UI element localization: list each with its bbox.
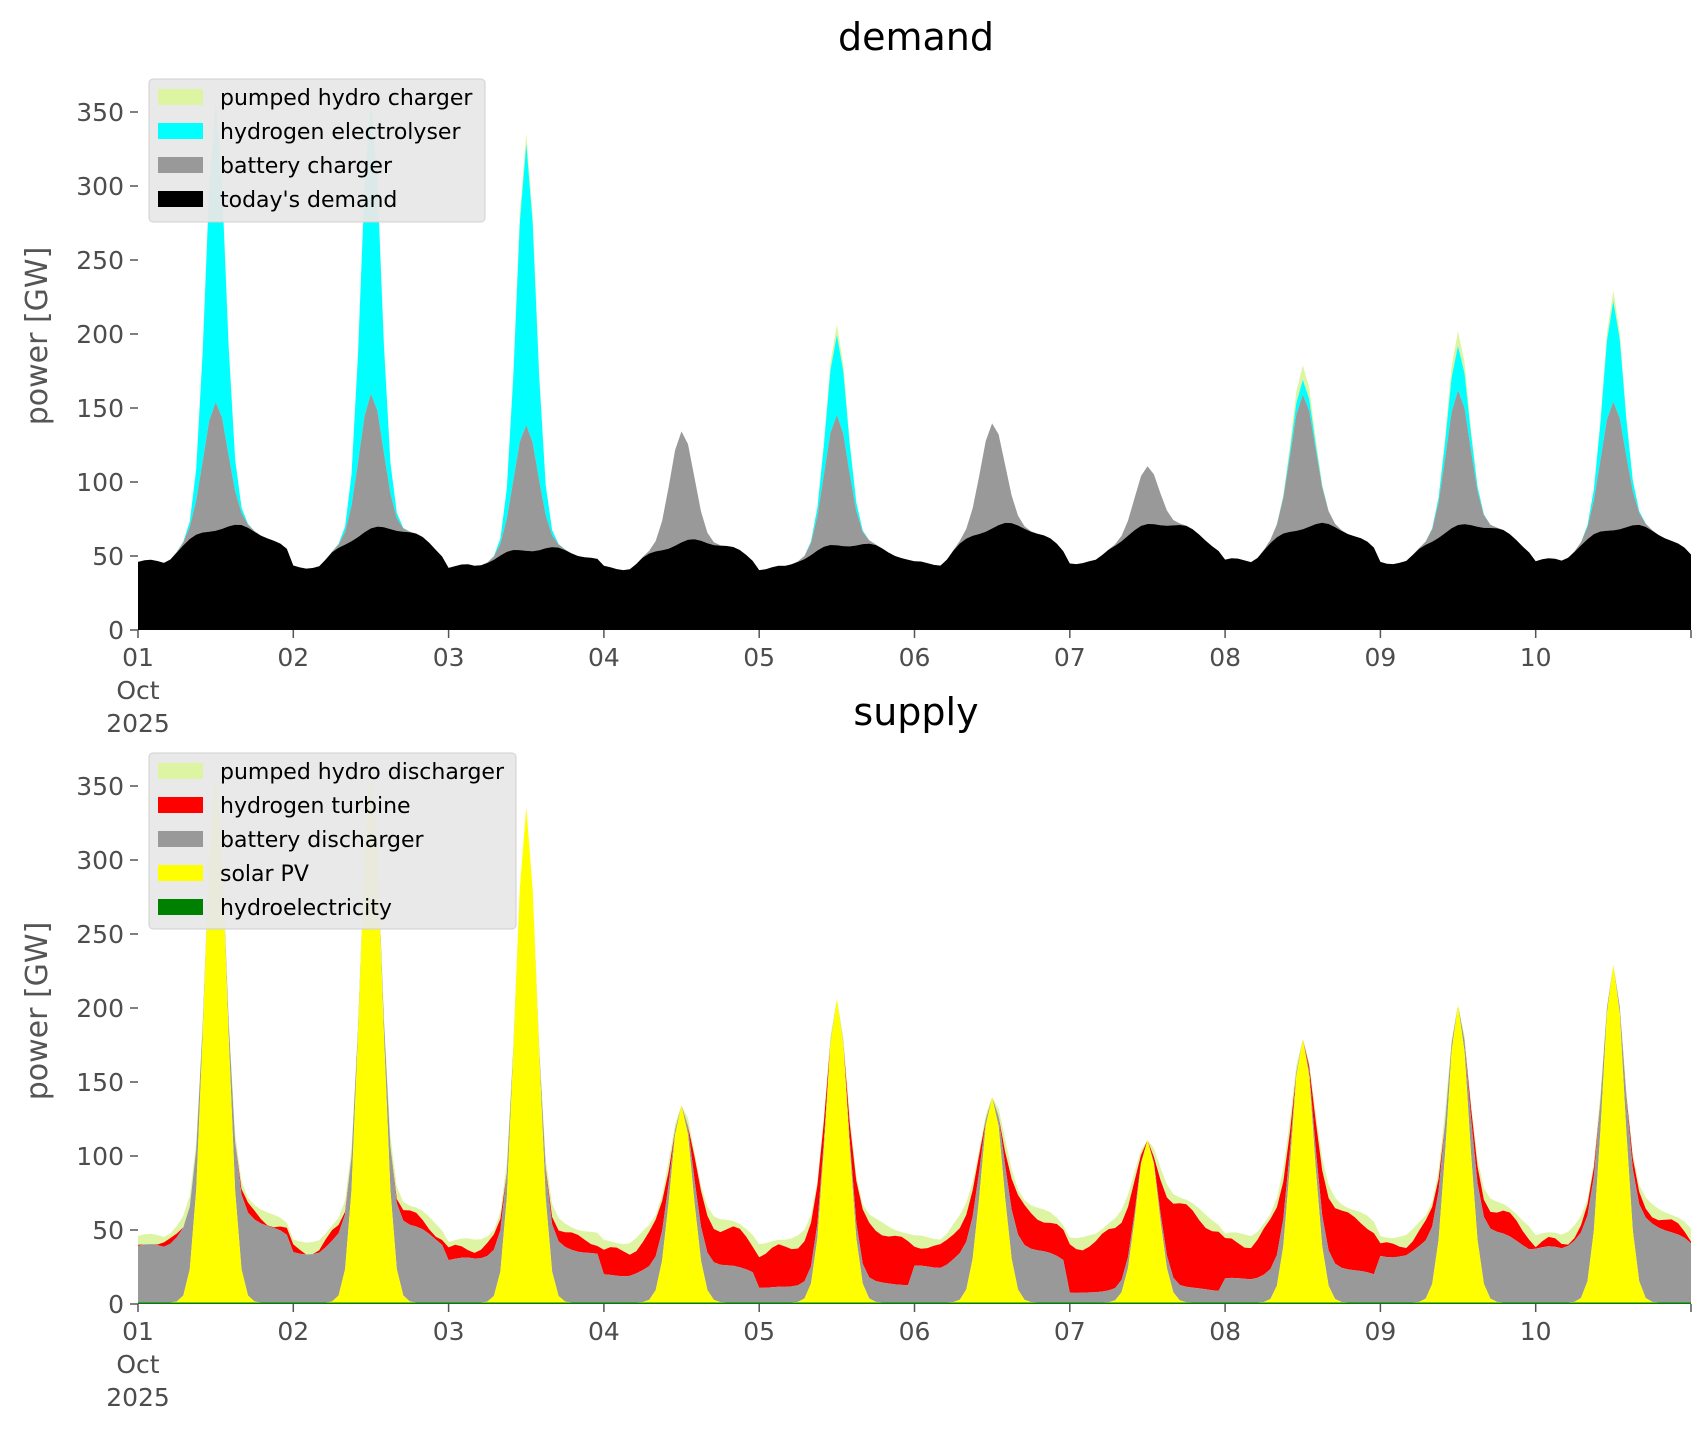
y-tick-label: 200 <box>76 994 124 1023</box>
demand-x-ticks: 01 Oct 2025 02 03 04 05 06 07 08 09 10 <box>106 630 1692 738</box>
x-tick-label: 10 <box>1520 1317 1552 1346</box>
legend-label: solar PV <box>220 862 309 887</box>
x-tick-label: 04 <box>588 1317 620 1346</box>
x-tick-label: 01 <box>122 643 154 672</box>
todays-demand-area <box>138 522 1691 630</box>
x-tick-label: 07 <box>1054 643 1086 672</box>
supply-y-ticks: 0 50 100 150 200 250 300 350 <box>76 772 138 1319</box>
y-tick-label: 150 <box>76 394 124 423</box>
y-tick-label: 150 <box>76 1068 124 1097</box>
demand-legend: pumped hydro charger hydrogen electrolyse… <box>148 78 486 223</box>
legend-swatch <box>158 865 203 881</box>
legend-label: pumped hydro discharger <box>220 760 505 785</box>
y-tick-label: 100 <box>76 1142 124 1171</box>
legend-swatch <box>158 763 203 779</box>
hydroelectricity-area <box>138 1302 1691 1304</box>
supply-panel: supply power [GW] 050100150200250300350 … <box>20 690 1692 1412</box>
y-tick-label: 0 <box>108 616 124 645</box>
x-tick-label: 09 <box>1364 1317 1396 1346</box>
battery-charger-area <box>138 390 1691 571</box>
hydrogen-electrolyser-area <box>138 100 1691 571</box>
x-tick-label: 02 <box>277 1317 309 1346</box>
y-tick-label: 50 <box>92 542 124 571</box>
legend-swatch <box>158 123 203 139</box>
legend-swatch <box>158 191 203 207</box>
legend-label: hydroelectricity <box>220 896 392 921</box>
x-tick-label: 09 <box>1364 643 1396 672</box>
y-tick-label: 50 <box>92 1216 124 1245</box>
legend-label: battery charger <box>220 154 393 179</box>
x-tick-label: 05 <box>743 643 775 672</box>
y-tick-label: 100 <box>76 468 124 497</box>
x-tick-label: 03 <box>433 643 465 672</box>
supply-legend: pumped hydro discharger hydrogen turbine b… <box>148 752 517 930</box>
solar-pv-area <box>138 768 1691 1303</box>
legend-swatch <box>158 831 203 847</box>
x-tick-label: Oct <box>116 676 159 705</box>
x-tick-label: 08 <box>1209 643 1241 672</box>
legend-swatch <box>158 157 203 173</box>
y-tick-label: 350 <box>76 98 124 127</box>
y-tick-label: 250 <box>76 246 124 275</box>
demand-y-axis-label: power [GW] <box>20 247 55 426</box>
y-tick-label: 350 <box>76 772 124 801</box>
y-tick-label: 200 <box>76 320 124 349</box>
demand-panel: demand power [GW] 050100150200250300350 … <box>20 15 1692 738</box>
battery-discharger-area <box>138 768 1691 1303</box>
legend-label: hydrogen turbine <box>220 794 411 819</box>
y-tick-label: 0 <box>108 1290 124 1319</box>
x-tick-label: Oct <box>116 1350 159 1379</box>
x-tick-label: 03 <box>433 1317 465 1346</box>
y-tick-label: 300 <box>76 846 124 875</box>
demand-areas <box>138 94 1691 630</box>
x-tick-label: 2025 <box>106 709 170 738</box>
x-tick-label: 2025 <box>106 1383 170 1412</box>
supply-x-ticks: 01 Oct 2025 02 03 04 05 06 07 08 09 10 <box>106 1304 1692 1412</box>
x-tick-label: 07 <box>1054 1317 1086 1346</box>
legend-box <box>148 78 486 223</box>
legend-swatch <box>158 797 203 813</box>
legend-label: pumped hydro charger <box>220 86 473 111</box>
demand-title: demand <box>838 15 994 59</box>
legend-swatch <box>158 89 203 105</box>
y-tick-label: 250 <box>76 920 124 949</box>
supply-title: supply <box>853 690 978 734</box>
x-tick-label: 08 <box>1209 1317 1241 1346</box>
y-tick-label: 300 <box>76 172 124 201</box>
supply-y-axis-label: power [GW] <box>20 922 55 1101</box>
x-tick-label: 01 <box>122 1317 154 1346</box>
legend-box <box>148 752 517 930</box>
x-tick-label: 10 <box>1520 643 1552 672</box>
legend-label: battery discharger <box>220 828 425 853</box>
legend-label: hydrogen electrolyser <box>220 120 461 145</box>
supply-areas <box>138 768 1691 1304</box>
legend-swatch <box>158 899 203 915</box>
x-tick-label: 02 <box>277 643 309 672</box>
x-tick-label: 04 <box>588 643 620 672</box>
x-tick-label: 05 <box>743 1317 775 1346</box>
demand-y-ticks: 0 50 100 150 200 250 300 350 <box>76 98 138 645</box>
x-tick-label: 06 <box>899 1317 931 1346</box>
legend-label: today's demand <box>220 188 397 213</box>
x-tick-label: 06 <box>899 643 931 672</box>
